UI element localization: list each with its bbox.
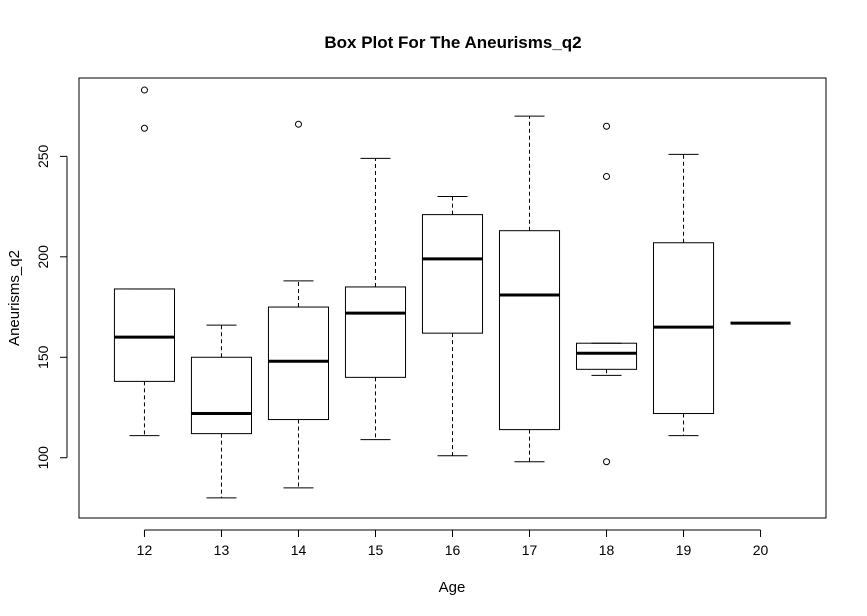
iqr-box [267,306,330,421]
x-tick-label: 17 [522,542,538,558]
box-19 [652,153,715,437]
iqr-box [344,286,407,378]
x-tick-label: 12 [137,542,153,558]
y-axis-label: Aneurisms_q2 [6,250,23,346]
outlier-point [603,172,611,180]
outlier-point [140,86,148,94]
plot-frame [78,77,827,519]
x-tick-label: 16 [445,542,461,558]
x-tick-label: 20 [753,542,769,558]
box-16 [421,196,484,457]
outlier-point [294,120,302,128]
box-14 [267,120,330,489]
iqr-box [575,342,638,370]
iqr-box [190,356,253,435]
box-17 [498,115,561,463]
chart-title: Box Plot For The Aneurisms_q2 [324,33,581,52]
x-tick-label: 13 [214,542,230,558]
box-15 [344,157,407,441]
iqr-box [421,214,484,334]
box-12 [113,86,175,437]
outlier-point [603,122,611,130]
x-axis: 12 13 14 15 16 17 18 19 20 [137,529,769,558]
box-13 [190,324,253,499]
x-tick-label: 15 [368,542,384,558]
iqr-box [498,230,561,431]
y-tick-label: 100 [35,446,51,470]
x-tick-label: 19 [676,542,692,558]
y-axis: 100 150 200 250 [35,144,68,470]
x-tick-label: 18 [599,542,615,558]
y-tick-label: 250 [35,144,51,168]
outlier-point [603,458,611,466]
box-18 [575,122,638,466]
iqr-box [113,288,175,382]
y-tick-label: 200 [35,245,51,269]
y-tick-label: 150 [35,345,51,369]
x-axis-label: Age [439,579,466,596]
boxes-layer [113,86,791,499]
outlier-point [140,124,148,132]
x-tick-label: 14 [291,542,307,558]
